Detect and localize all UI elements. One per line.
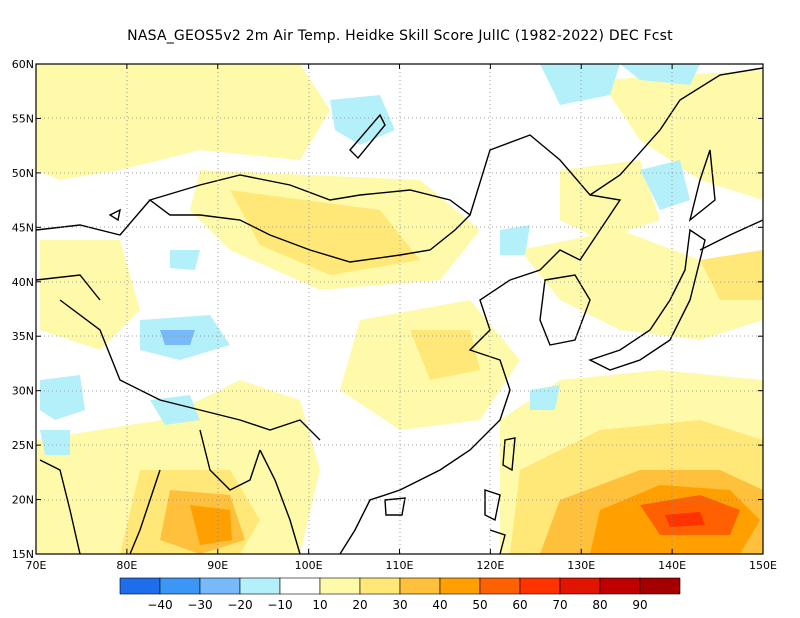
shade-region [500, 225, 530, 255]
lon-axis: 70E 80E 90E 100E 110E 120E 130E 140E 150E [26, 64, 777, 572]
colorbar-swatch [359, 577, 401, 595]
colorbar-swatch [399, 577, 441, 595]
colorbar-swatch [239, 577, 281, 595]
lat-tick-label: 35N [12, 330, 34, 343]
colorbar-swatch [319, 577, 361, 595]
colorbar-label: 10 [312, 598, 327, 612]
lon-tick-label: 100E [295, 559, 323, 572]
colorbar-swatch [639, 577, 681, 595]
lon-tick-label: 80E [116, 559, 137, 572]
lat-tick-label: 25N [12, 439, 34, 452]
shade-region [520, 230, 763, 340]
gridlines [36, 64, 763, 554]
shade-region [700, 250, 763, 300]
colorbar-label: −10 [267, 598, 292, 612]
lat-axis: 15N 20N 25N 30N 35N 40N 45N 50N 55N 60N [12, 58, 763, 561]
shade-region [640, 160, 690, 210]
shade-region [600, 70, 763, 200]
shade-region [410, 330, 480, 380]
lat-tick-label: 60N [12, 58, 34, 71]
shade-region [230, 190, 420, 275]
shade-region [190, 505, 232, 545]
colorbar-label: 90 [632, 598, 647, 612]
shade-region [620, 64, 700, 85]
lon-tick-label: 130E [567, 559, 595, 572]
colorbar-label: −20 [227, 598, 252, 612]
lat-tick-label: 40N [12, 276, 34, 289]
colorbar-swatch [199, 577, 241, 595]
colorbar-swatch [599, 577, 641, 595]
lon-tick-label: 120E [476, 559, 504, 572]
shade-region [40, 430, 70, 455]
lon-tick-label: 70E [26, 559, 47, 572]
colorbar-label: −30 [187, 598, 212, 612]
colorbar-swatch [159, 577, 201, 595]
lon-tick-label: 150E [749, 559, 777, 572]
lon-tick-label: 110E [386, 559, 414, 572]
colorbar-label: −40 [147, 598, 172, 612]
lat-tick-label: 45N [12, 221, 34, 234]
lat-tick-label: 30N [12, 385, 34, 398]
colorbar: −40 −30 −20 −10 10 20 30 40 50 60 70 80 90 [119, 577, 681, 612]
colorbar-swatch [439, 577, 481, 595]
colorbar-swatch [559, 577, 601, 595]
colorbar-swatch [279, 577, 321, 595]
shade-region [40, 375, 85, 420]
shade-region [540, 64, 620, 105]
colorbar-swatch [479, 577, 521, 595]
colorbar-label: 70 [552, 598, 567, 612]
shade-region [665, 512, 705, 527]
colorbar-label: 40 [432, 598, 447, 612]
lat-tick-label: 50N [12, 167, 34, 180]
shade-region [560, 160, 660, 240]
lat-tick-label: 15N [12, 548, 34, 561]
colorbar-label: 80 [592, 598, 607, 612]
lon-tick-label: 90E [207, 559, 228, 572]
shade-region [150, 395, 200, 425]
chart-title: NASA_GEOS5v2 2m Air Temp. Heidke Skill S… [127, 28, 673, 44]
colorbar-label: 20 [352, 598, 367, 612]
lat-tick-label: 55N [12, 112, 34, 125]
colorbar-label: 50 [472, 598, 487, 612]
lat-tick-label: 20N [12, 494, 34, 507]
coastlines [36, 67, 763, 554]
shade-region [40, 240, 140, 350]
colorbar-label: 60 [512, 598, 527, 612]
colorbar-swatch [519, 577, 561, 595]
shade-region [36, 64, 330, 180]
colorbar-label: 30 [392, 598, 407, 612]
shade-region [170, 250, 200, 270]
shade-region [160, 330, 195, 345]
shading-layer [36, 64, 763, 554]
lon-tick-label: 140E [658, 559, 686, 572]
colorbar-swatch [119, 577, 161, 595]
